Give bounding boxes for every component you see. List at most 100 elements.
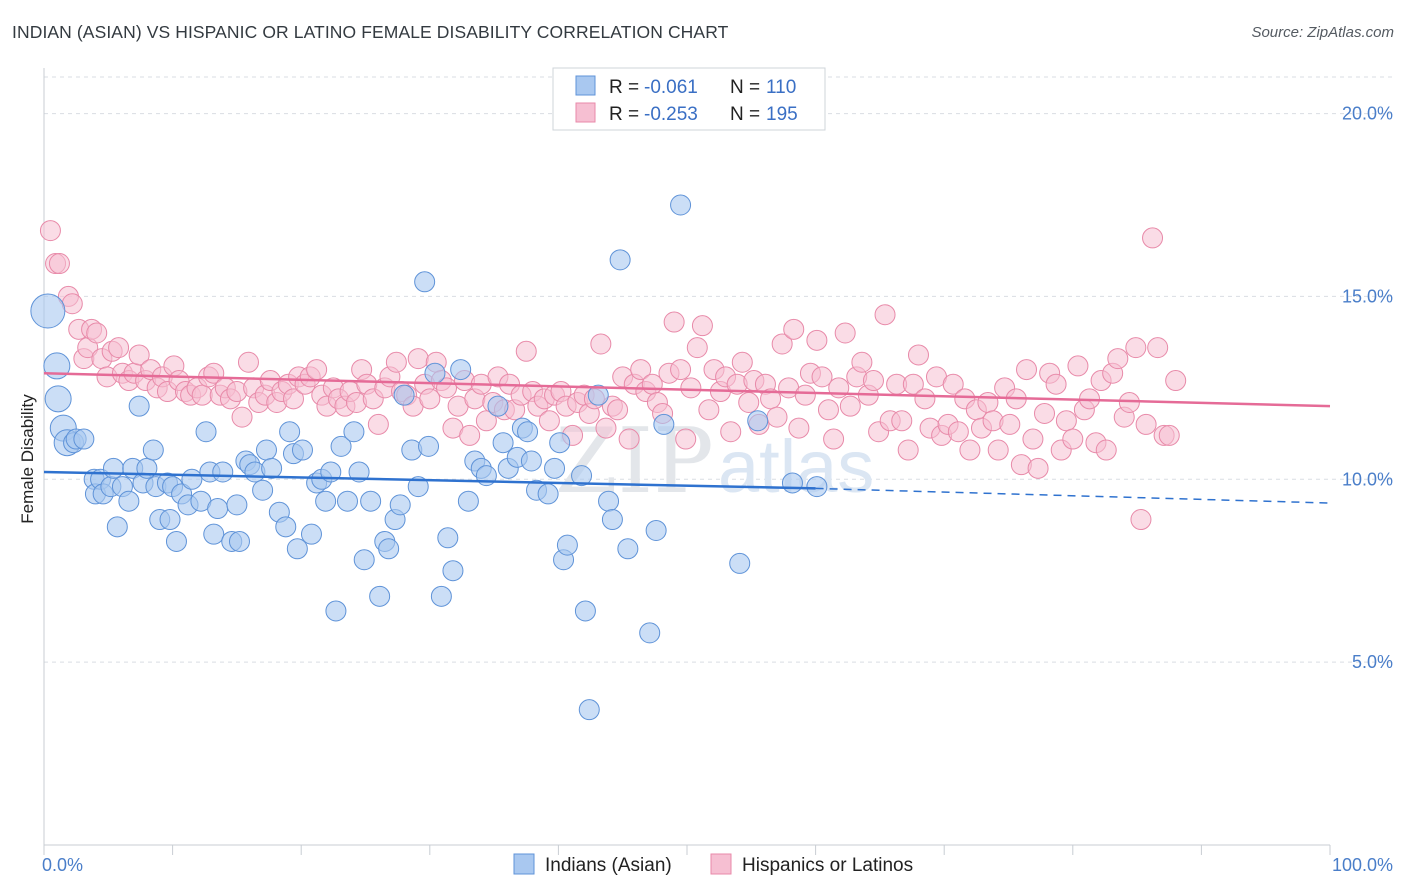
hispanic-point — [942, 373, 964, 395]
indian-point — [203, 523, 225, 545]
hispanic-point — [128, 344, 150, 366]
legend-r-value-2: -0.253 — [644, 104, 698, 125]
legend-bottom-swatch-pink — [710, 853, 732, 875]
watermark-zip: ZIP — [555, 409, 714, 514]
hispanic-point — [86, 322, 108, 344]
chart-title: INDIAN (ASIAN) VS HISPANIC OR LATINO FEM… — [12, 22, 729, 42]
indian-point — [601, 509, 623, 531]
indian-point — [389, 494, 411, 516]
indian-point — [118, 490, 140, 512]
hispanic-point — [1147, 337, 1169, 359]
indian-point — [437, 527, 459, 549]
indian-trend-line-extension — [815, 487, 1331, 504]
hispanic-point — [595, 417, 617, 439]
indian-point — [450, 359, 472, 381]
hispanic-point — [999, 413, 1021, 435]
indian-point — [325, 600, 347, 622]
hispanic-point — [1016, 359, 1038, 381]
indian-point — [457, 490, 479, 512]
hispanic-point — [1142, 227, 1164, 249]
indian-point — [348, 461, 370, 483]
indian-point — [598, 490, 620, 512]
hispanic-point — [959, 439, 981, 461]
legend-r-label-2: R = — [609, 104, 644, 125]
indian-point — [781, 472, 803, 494]
indian-point — [609, 249, 631, 271]
indian-point — [517, 421, 539, 443]
hispanic-point — [839, 395, 861, 417]
indian-point — [617, 538, 639, 560]
hispanic-point — [590, 333, 612, 355]
indian-point — [747, 410, 769, 432]
hispanic-point — [698, 399, 720, 421]
hispanic-point — [670, 359, 692, 381]
legend-bottom-swatch-blue — [513, 853, 535, 875]
indian-point — [571, 465, 593, 487]
hispanic-point — [1118, 391, 1140, 413]
hispanic-point — [1027, 457, 1049, 479]
hispanic-point — [663, 311, 685, 333]
indian-point — [275, 516, 297, 538]
hispanic-point — [766, 406, 788, 428]
hispanic-point — [385, 351, 407, 373]
indian-point — [414, 271, 436, 293]
indian-point — [300, 523, 322, 545]
hispanic-point — [419, 388, 441, 410]
hispanic-point — [630, 359, 652, 381]
source-label: Source: ZipAtlas.com — [1251, 24, 1394, 41]
axes — [43, 68, 1331, 855]
indian-point — [729, 552, 751, 574]
hispanic-point — [1125, 337, 1147, 359]
hispanic-point — [48, 253, 70, 275]
hispanic-point — [282, 388, 304, 410]
hispanic-point — [720, 421, 742, 443]
indian-point — [286, 538, 308, 560]
indian-point — [544, 457, 566, 479]
indian-point — [102, 457, 124, 479]
hispanic-point — [851, 351, 873, 373]
hispanic-point — [1095, 439, 1117, 461]
legend-bottom-label-hispanics: Hispanics or Latinos — [742, 855, 913, 876]
indian-point — [44, 385, 72, 413]
hispanic-point — [907, 344, 929, 366]
hispanic-point — [675, 428, 697, 450]
hispanic-point — [607, 399, 629, 421]
indian-point — [343, 421, 365, 443]
hispanic-point — [1022, 428, 1044, 450]
indian-point — [207, 498, 229, 520]
indian-point — [670, 194, 692, 216]
indian-point — [360, 490, 382, 512]
indian-point — [587, 384, 609, 406]
hispanic-point — [1158, 424, 1180, 446]
indian-point — [353, 549, 375, 571]
indian-trend-line — [43, 470, 816, 490]
legend-bottom-label-indians: Indians (Asian) — [545, 855, 672, 876]
indian-point — [393, 384, 415, 406]
indian-point — [226, 494, 248, 516]
hispanic-point — [731, 351, 753, 373]
indian-point — [578, 699, 600, 721]
hispanic-point — [794, 384, 816, 406]
hispanic-point — [834, 322, 856, 344]
indian-point — [653, 413, 675, 435]
hispanic-point — [987, 439, 1009, 461]
indian-point — [336, 490, 358, 512]
x-tick-label-max: 100.0% — [1332, 855, 1393, 875]
hispanic-point — [237, 351, 259, 373]
hispanic-point — [515, 340, 537, 362]
legend-r-label-1: R = — [609, 77, 644, 98]
indian-point — [315, 490, 337, 512]
hispanic-point — [691, 315, 713, 337]
hispanic-point — [1045, 373, 1067, 395]
hispanic-point — [1055, 410, 1077, 432]
indian-point — [255, 439, 277, 461]
hispanic-point — [39, 220, 61, 242]
hispanic-point — [823, 428, 845, 450]
hispanic-point — [231, 406, 253, 428]
indian-point — [378, 538, 400, 560]
indian-point — [195, 421, 217, 443]
hispanic-trend-line — [43, 371, 1331, 408]
hispanic-point — [1067, 355, 1089, 377]
legend-swatch-blue — [575, 75, 596, 96]
